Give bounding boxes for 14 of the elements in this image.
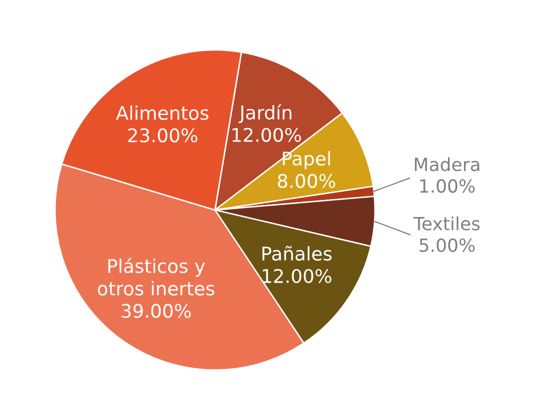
data-label: 1.00% (420, 179, 475, 193)
data-label: 12.00% (232, 128, 301, 142)
slice-label: Textiles (413, 216, 480, 230)
slice-label: Pañales (262, 246, 332, 261)
slice-label: Jardín (238, 104, 292, 124)
slice-label: Madera (414, 157, 480, 172)
slice-label: Alimentos (116, 106, 208, 120)
data-label: 12.00% (262, 268, 332, 284)
data-label: 39.00% (122, 304, 191, 318)
data-label: 8.00% (278, 174, 336, 188)
slice-label: Papel (282, 151, 330, 170)
data-label: 5.00% (420, 238, 475, 252)
slice-label: Plásticos y otros inertes (98, 258, 214, 296)
data-label: 23.00% (128, 128, 198, 142)
